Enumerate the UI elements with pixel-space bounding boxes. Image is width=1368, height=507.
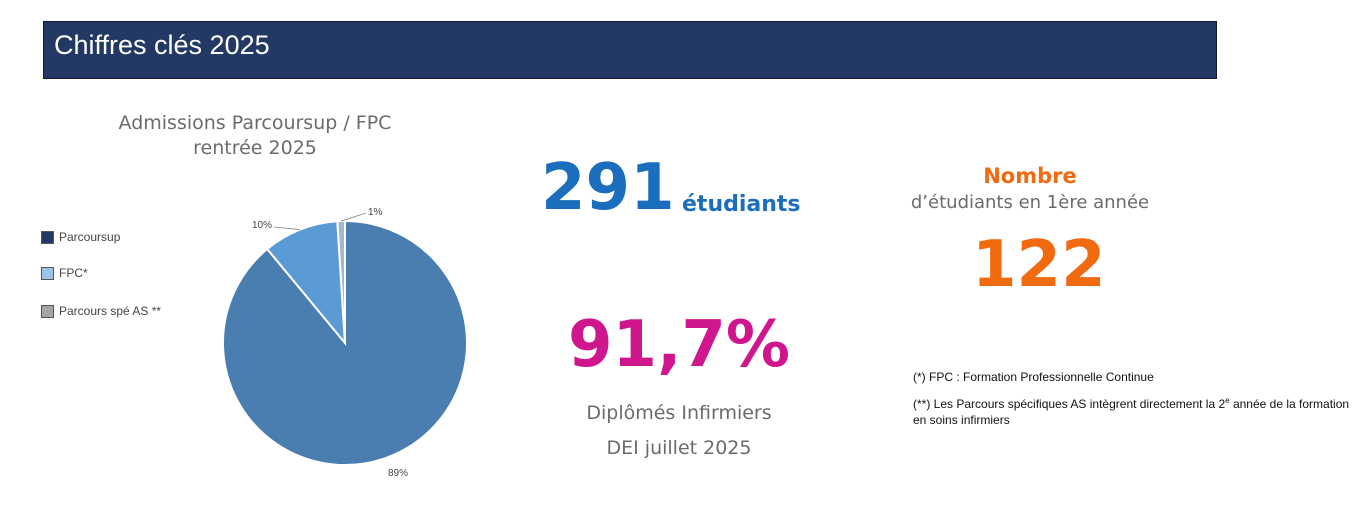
chart-title: Admissions Parcoursup / FPC rentrée 2025: [90, 111, 420, 161]
pie-label-parcours-spe-as: 1%: [368, 207, 383, 218]
students-count: 291: [541, 151, 675, 225]
first-year-subtitle: d’étudiants en 1ère année: [910, 192, 1150, 213]
footnote-as-text2: année de la formation en soins infirmier…: [913, 397, 1350, 427]
first-year-title: Nombre: [983, 164, 1077, 188]
legend-label-parcours-spe-as: Parcours spé AS **: [59, 304, 162, 318]
pie-leader-parcours-spe-as: [341, 212, 367, 222]
chart-title-line1: Admissions Parcoursup / FPC: [118, 112, 392, 134]
diploma-session-label: DEI juillet 2025: [606, 437, 752, 459]
legend-swatch-fpc: [41, 267, 54, 280]
footnote-fpc: (*) FPC : Formation Professionnelle Cont…: [913, 370, 1154, 384]
footnote-as-text1: (**) Les Parcours spécifiques AS intègre…: [913, 397, 1226, 411]
legend-label-parcoursup: Parcoursup: [59, 230, 121, 244]
page-title: Chiffres clés 2025: [54, 30, 270, 60]
first-year-count: 122: [972, 228, 1106, 302]
chart-title-line2: rentrée 2025: [193, 137, 317, 159]
pie-label-fpc: 10%: [252, 220, 272, 231]
pie-slice-fpc: [265, 220, 347, 347]
students-label: étudiants: [682, 192, 801, 217]
footnote-as-superscript: e: [1225, 396, 1230, 405]
diploma-rate: 91,7%: [568, 308, 791, 382]
legend-swatch-parcours-spe-as: [41, 305, 54, 318]
diploma-label: Diplômés Infirmiers: [586, 402, 772, 424]
header-banner: Chiffres clés 2025: [43, 21, 1217, 79]
pie-label-parcoursup: 89%: [388, 468, 408, 479]
pie-chart: 89% 10% 1%: [222, 207, 468, 479]
pie-leader-fpc: [273, 226, 301, 230]
legend-swatch-parcoursup: [41, 231, 54, 244]
footnote-parcours-as: (**) Les Parcours spécifiques AS intègre…: [913, 396, 1353, 428]
legend-label-fpc: FPC*: [59, 266, 88, 280]
